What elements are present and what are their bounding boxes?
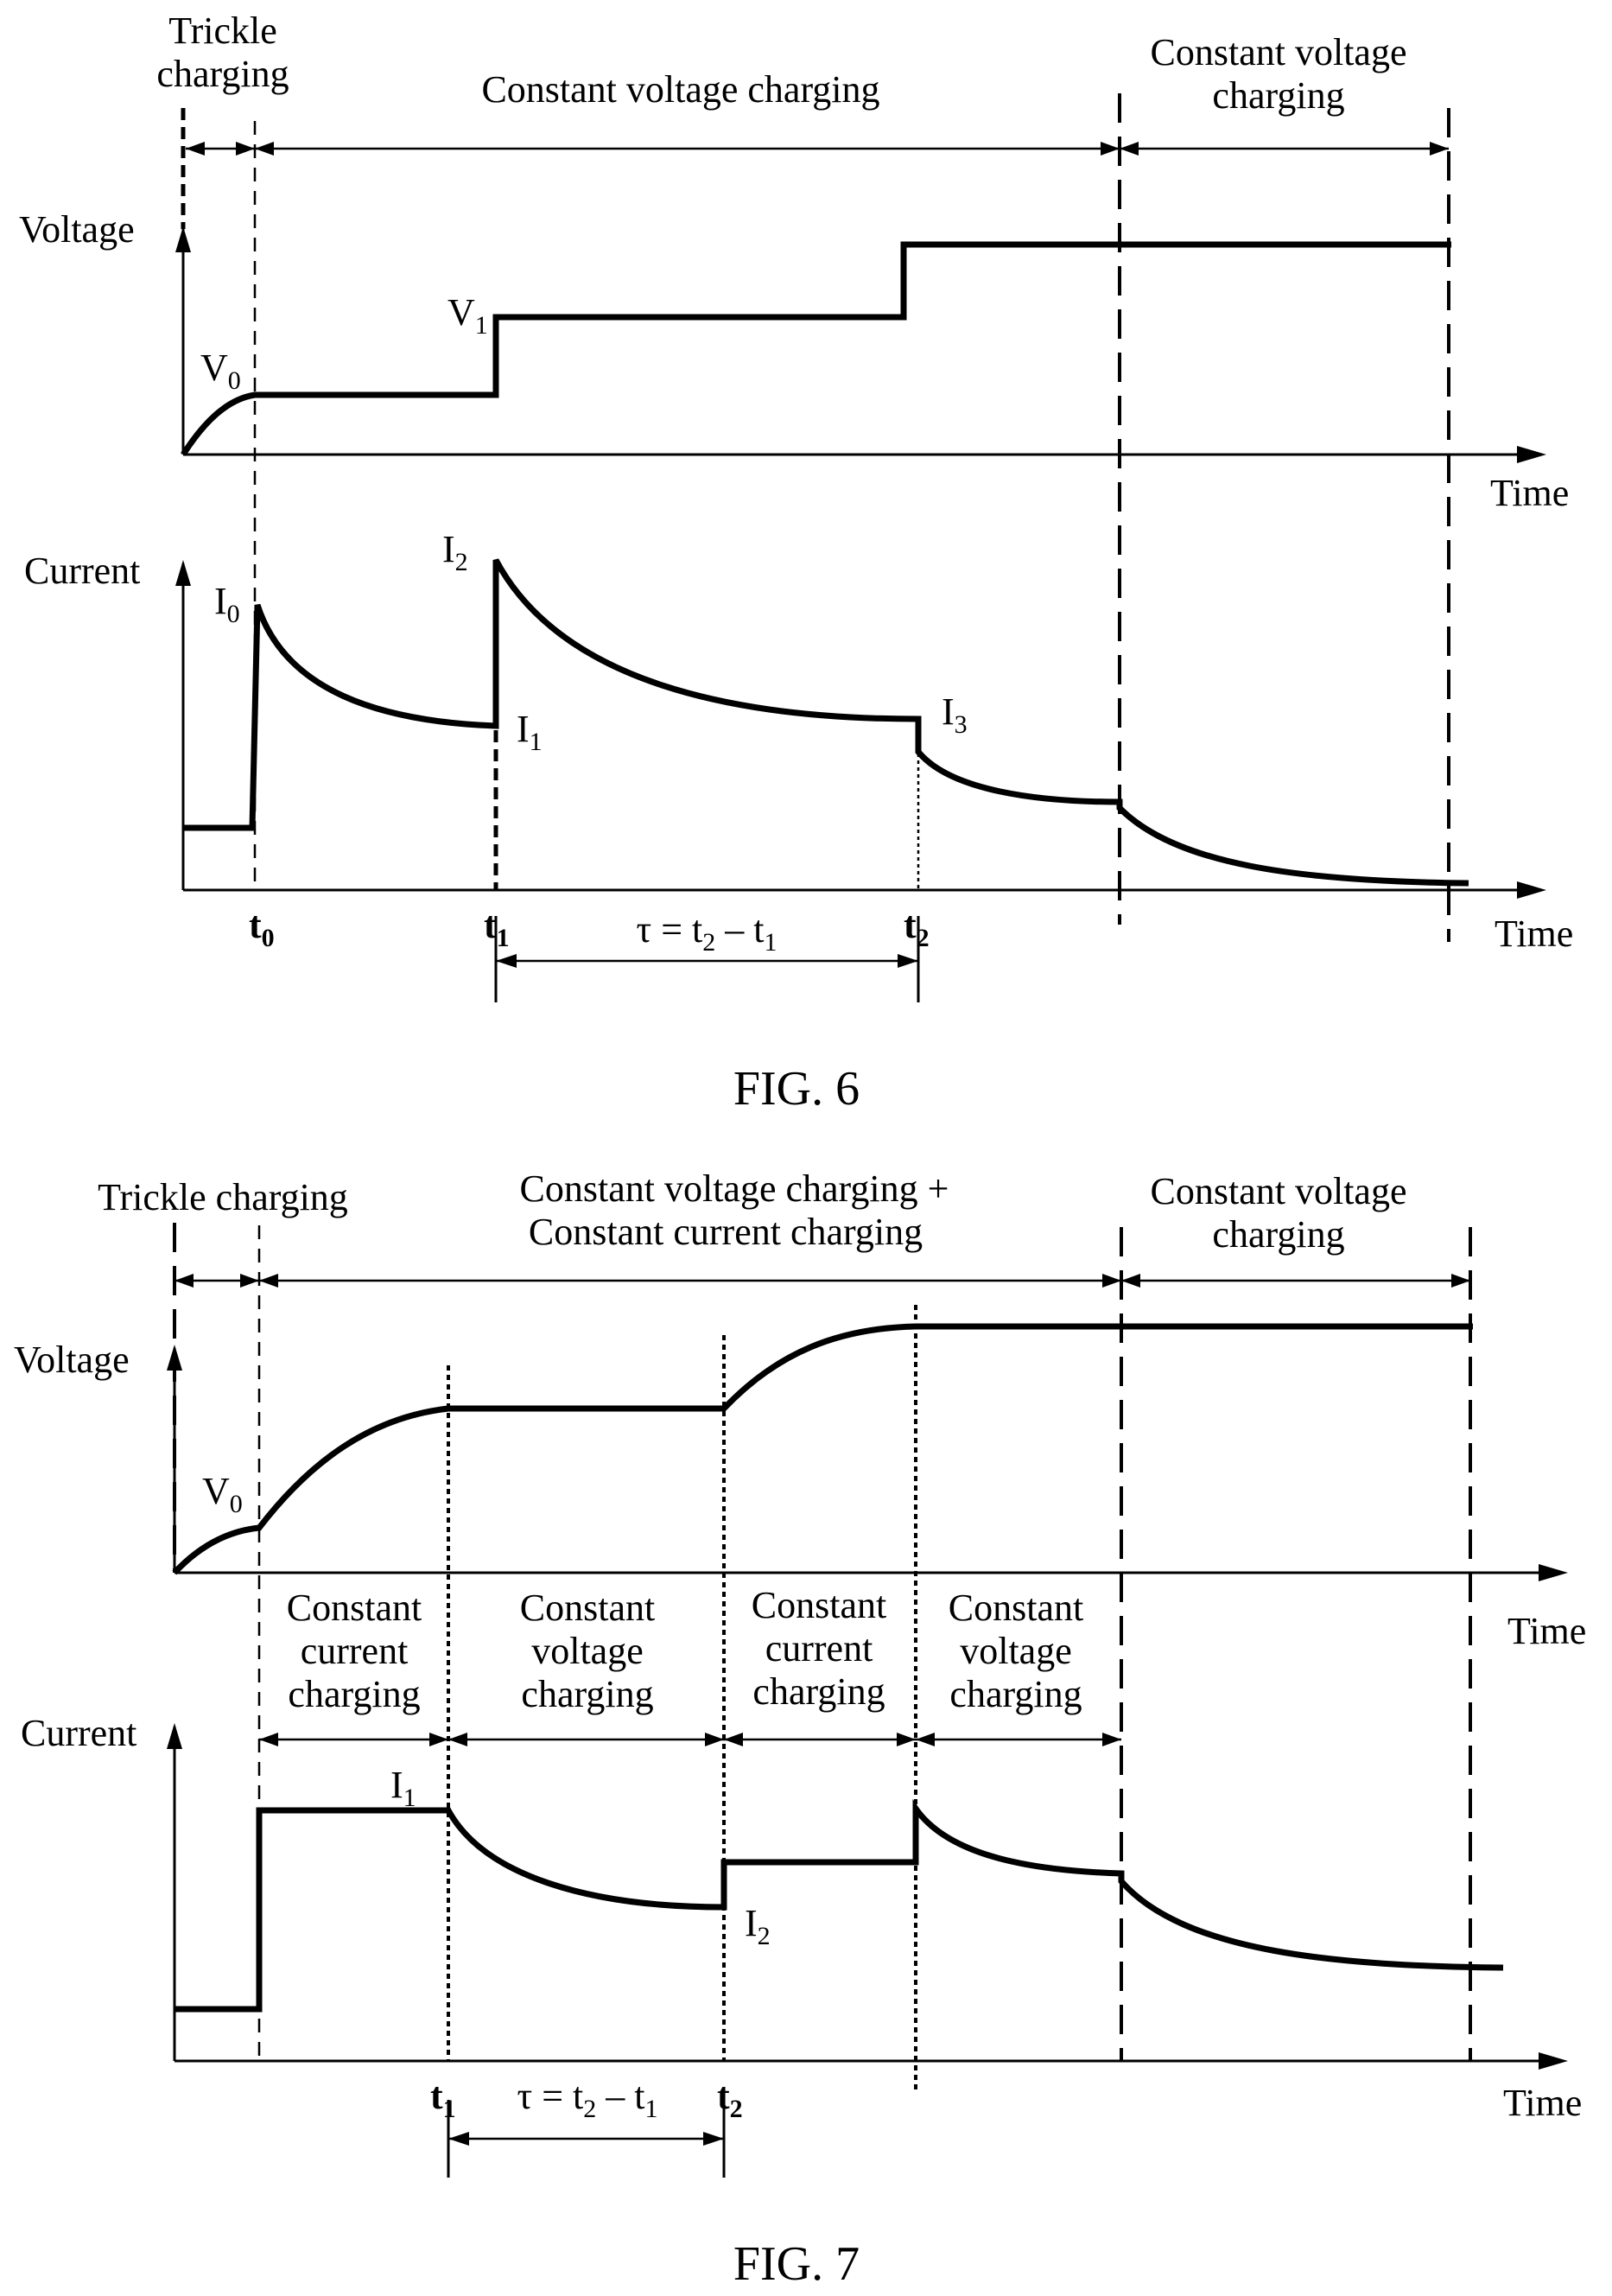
fig7-time-axis-label-bottom: Time <box>1503 2082 1582 2124</box>
fig7-label-v0: V0 <box>202 1470 243 1518</box>
fig7-label-i2: I2 <box>745 1902 771 1950</box>
fig7-subphase-2-line3: charging <box>521 1673 653 1715</box>
fig6-phase-cv-final-line1: Constant voltage <box>1151 31 1407 73</box>
fig7-subphase-4-line1: Constant <box>949 1587 1083 1629</box>
fig6-label-i3: I3 <box>942 690 968 739</box>
fig6-time-axis-label-bottom: Time <box>1495 913 1573 955</box>
fig6-phase-arrows <box>186 142 1449 156</box>
fig7-voltage-axes <box>167 1345 1568 1581</box>
fig6-phase-trickle-line1: Trickle <box>168 10 277 52</box>
fig7-subphase-4-line3: charging <box>949 1673 1082 1715</box>
fig6-current-curve <box>183 560 1469 883</box>
fig7-subphase-1-line1: Constant <box>287 1587 422 1629</box>
fig7-current-axis-label: Current <box>21 1712 136 1754</box>
fig7-time-axis-label-top: Time <box>1507 1610 1586 1652</box>
fig6-label-tau: τ = t2 – t1 <box>637 908 777 957</box>
fig7-phase-cv-final-line2: charging <box>1212 1213 1344 1256</box>
fig7-subphase-4-line2: voltage <box>960 1630 1072 1672</box>
fig6-label-t0: t0 <box>249 904 275 952</box>
fig6-current-axes <box>175 560 1546 899</box>
fig7-subphase-1-line3: charging <box>288 1673 420 1715</box>
fig6-current-axis-label: Current <box>24 550 140 592</box>
fig7-subphase-2-line1: Constant <box>520 1587 655 1629</box>
fig7-subphase-2-line2: voltage <box>531 1630 644 1672</box>
fig6-phase-cv-final-line2: charging <box>1212 74 1344 117</box>
fig7-sub-phase-labels: Constant current charging Constant volta… <box>287 1584 1083 1715</box>
fig7-label-i1: I1 <box>390 1764 416 1812</box>
fig7-phase-combo-line2: Constant current charging <box>529 1211 923 1253</box>
fig7-phase-combo-line1: Constant voltage charging + <box>520 1167 949 1210</box>
fig7-subphase-1-line2: current <box>301 1630 409 1672</box>
fig7-current-axes <box>167 1723 1568 2070</box>
fig7-current-curve <box>175 1809 1503 2009</box>
fig6-label-v1: V1 <box>447 291 488 340</box>
fig7-label-t1: t1 <box>430 2075 456 2123</box>
fig7-phase-trickle: Trickle charging <box>98 1176 348 1218</box>
fig6-caption: FIG. 6 <box>733 1062 860 1116</box>
fig6-voltage-curve <box>183 245 1451 455</box>
fig6-label-t2: t2 <box>904 904 930 952</box>
fig7-subphase-3-line3: charging <box>752 1670 885 1713</box>
fig7-label-tau: τ = t2 – t1 <box>517 2075 658 2123</box>
fig6-phase-cv-main: Constant voltage charging <box>481 68 879 111</box>
fig6-phase-trickle-line2: charging <box>156 53 289 95</box>
fig6: Trickle charging Constant voltage chargi… <box>19 10 1573 1116</box>
fig7-caption: FIG. 7 <box>733 2237 860 2291</box>
fig7-phase-cv-final-line1: Constant voltage <box>1151 1170 1407 1212</box>
fig6-label-i1: I1 <box>517 708 543 756</box>
fig7-subphase-3-line1: Constant <box>752 1584 886 1626</box>
fig6-label-i0: I0 <box>214 580 240 628</box>
fig7-sub-phase-arrows <box>259 1733 1121 1746</box>
fig7-voltage-axis-label: Voltage <box>14 1339 130 1381</box>
fig6-time-axis-label-top: Time <box>1490 472 1569 514</box>
fig6-voltage-axes <box>175 226 1546 463</box>
fig7-label-t2: t2 <box>717 2075 743 2123</box>
fig6-label-i2: I2 <box>442 528 468 576</box>
fig7-phase-arrows <box>175 1274 1470 1288</box>
fig6-voltage-axis-label: Voltage <box>19 208 135 251</box>
fig7-voltage-curve <box>175 1326 1473 1573</box>
fig6-label-v0: V0 <box>200 347 241 395</box>
fig7: Trickle charging Constant voltage chargi… <box>14 1167 1586 2291</box>
fig7-subphase-3-line2: current <box>765 1627 873 1670</box>
